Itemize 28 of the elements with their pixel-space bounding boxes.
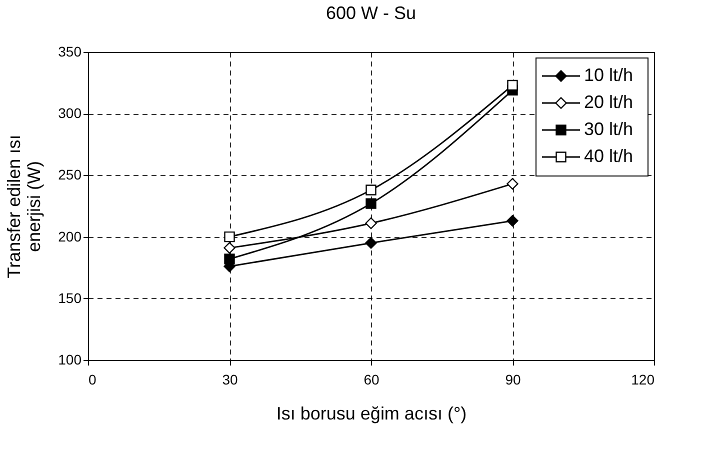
legend-label: 10 lt/h xyxy=(584,65,634,85)
x-tick-label: 0 xyxy=(88,372,96,388)
x-tick-label: 120 xyxy=(631,372,655,388)
point xyxy=(506,178,518,190)
x-tick-label: 90 xyxy=(505,372,521,388)
legend-label: 20 lt/h xyxy=(584,92,634,112)
point xyxy=(365,237,377,249)
point xyxy=(506,214,518,227)
point xyxy=(224,254,235,264)
point xyxy=(507,80,518,91)
y-axis-title: Transfer edilen ısı enerjisi (W) xyxy=(4,134,44,278)
y-tick-label: 100 xyxy=(58,352,82,368)
point xyxy=(366,184,376,196)
legend-label: 40 lt/h xyxy=(584,146,634,166)
y-tick-label: 300 xyxy=(58,105,82,122)
y-tick-label: 250 xyxy=(58,166,82,183)
x-axis-title: Isı borusu eğim acısı (°) xyxy=(276,404,467,424)
point xyxy=(224,242,236,254)
x-tick-label: 60 xyxy=(364,372,380,388)
point xyxy=(365,217,377,230)
y-tick-label: 150 xyxy=(58,290,82,306)
point xyxy=(366,198,376,209)
point xyxy=(224,231,235,242)
chart-title: 600 W - Su xyxy=(326,3,416,23)
x-tick-label: 30 xyxy=(222,372,238,388)
legend-label: 30 lt/h xyxy=(584,119,634,139)
y-tick-label: 200 xyxy=(58,228,82,244)
y-tick-label: 350 xyxy=(58,44,82,60)
